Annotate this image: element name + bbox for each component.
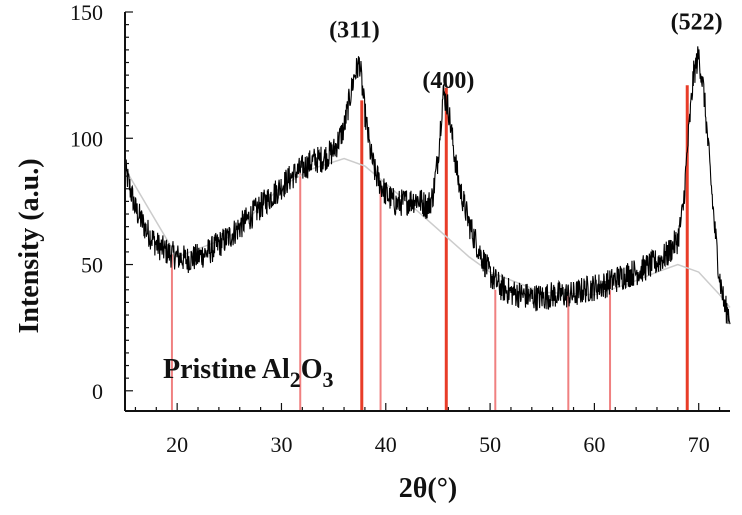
tick-labels: 20 30 40 50 60 70 0 50 100 150 [70,0,710,457]
x-tick-label: 30 [270,432,292,457]
x-tick-label: 40 [375,432,397,457]
y-tick-label: 100 [70,126,103,151]
y-tick-label: 0 [92,379,103,404]
x-tick-label: 20 [166,432,188,457]
xrd-pattern-line [124,46,731,325]
peak-label: (400) [422,68,474,94]
x-axis-title: 2θ(°) [399,473,457,504]
sample-label-main: Pristine Al [163,354,290,385]
y-tick-label: 150 [70,0,103,25]
sample-label: Pristine Al2O3 [163,354,334,392]
x-tick-label: 70 [688,432,710,457]
reference-lines [170,85,689,411]
peak-label: (311) [329,17,380,43]
x-tick-label: 60 [583,432,605,457]
peak-label: (522) [671,10,723,36]
y-tick-label: 50 [81,253,103,278]
sample-label-mid: O [301,354,323,385]
sample-label-sub1: 2 [290,367,301,392]
axes [124,11,730,412]
x-tick-label: 50 [479,432,501,457]
peak-labels: (311) (400) (522) [329,10,722,94]
sample-label-sub2: 3 [323,367,334,392]
y-axis-title: Intensity (a.u.) [14,158,45,333]
